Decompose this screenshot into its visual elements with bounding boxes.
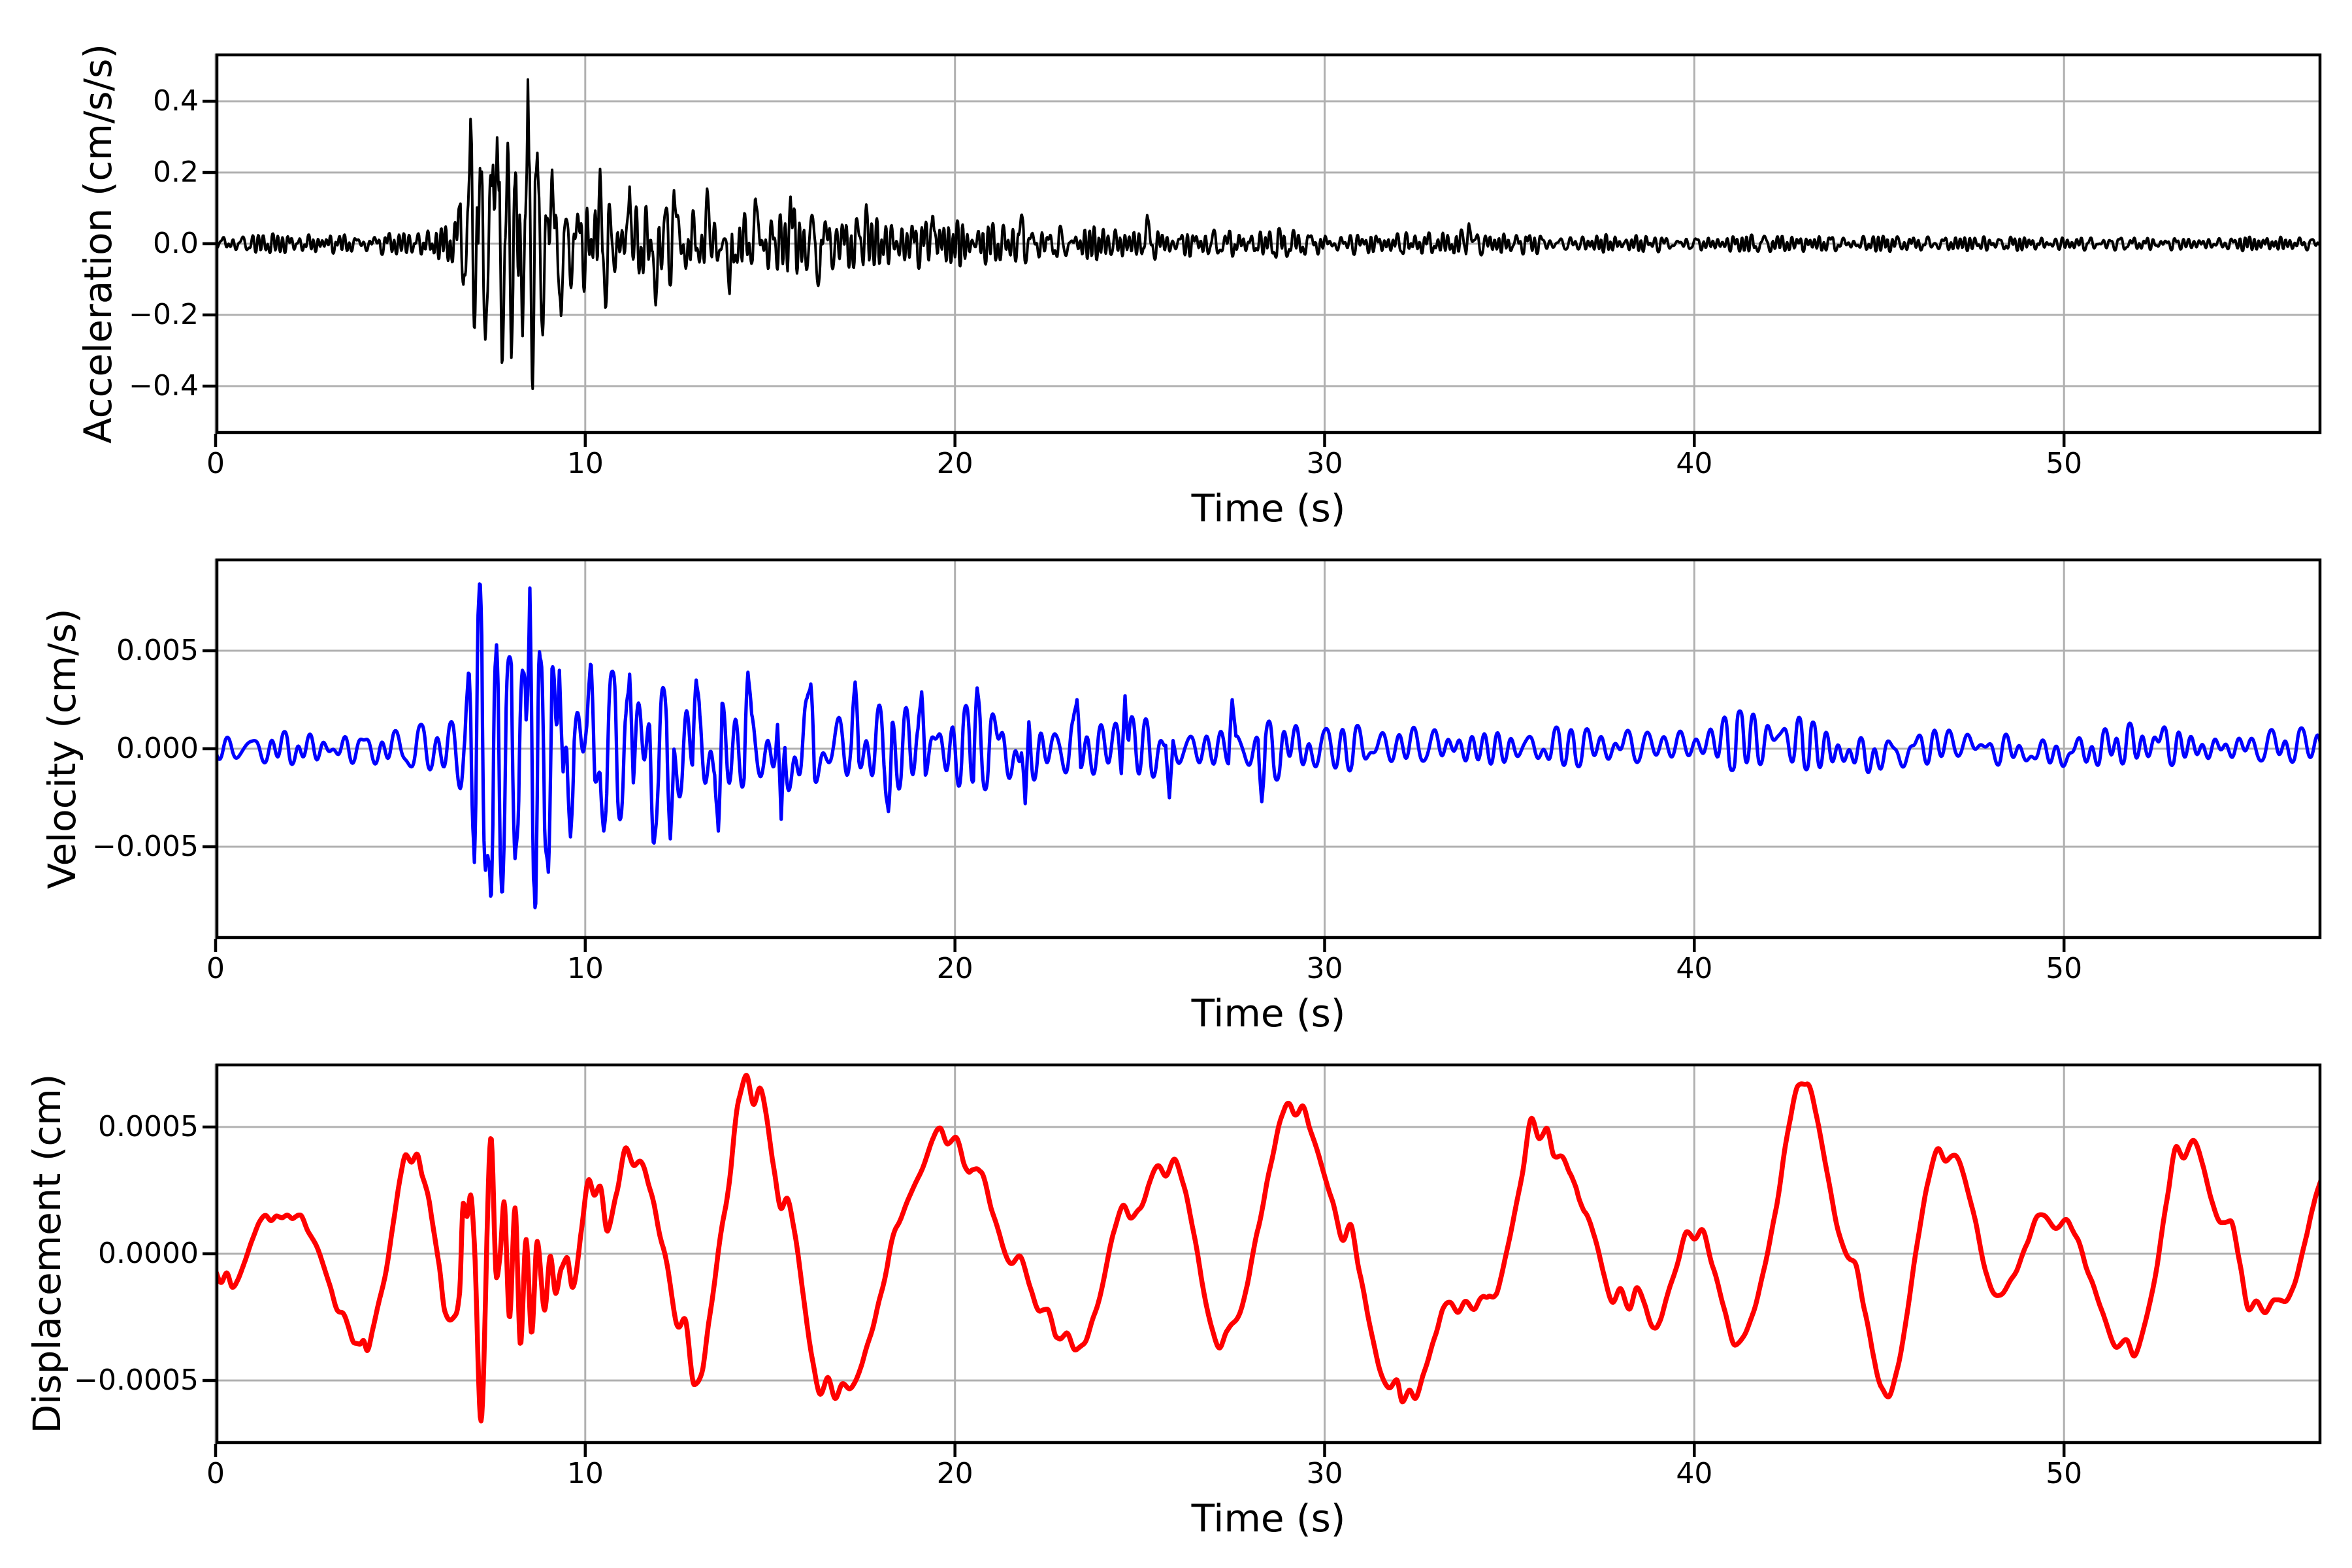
displacement-x-axis-label: Time (s) <box>1191 1496 1346 1541</box>
displacement-waveform <box>216 1073 2321 1424</box>
axes-spines <box>215 558 2322 939</box>
acceleration-x-tick-label: 30 <box>1306 447 1343 480</box>
velocity-x-tick-label: 50 <box>2046 952 2083 985</box>
velocity-y-tick-label: −0.005 <box>92 830 199 863</box>
tick-marks <box>203 1125 2066 1457</box>
acceleration-waveform <box>216 78 2321 391</box>
velocity-x-tick-label: 30 <box>1306 952 1343 985</box>
acceleration-x-tick-label: 40 <box>1676 447 1713 480</box>
velocity-x-tick-label: 20 <box>936 952 973 985</box>
velocity-x-tick-label: 0 <box>206 952 225 985</box>
displacement-y-tick-label: 0.0000 <box>98 1237 199 1270</box>
acceleration-x-axis-label: Time (s) <box>1191 486 1346 531</box>
acceleration-x-tick-label: 50 <box>2046 447 2083 480</box>
velocity-waveform <box>216 582 2321 909</box>
displacement-x-tick-label: 0 <box>206 1457 225 1490</box>
acceleration-plot-area <box>203 53 2322 447</box>
acceleration-y-tick-label: −0.2 <box>129 297 199 331</box>
displacement-y-tick-label: −0.0005 <box>74 1364 199 1397</box>
acceleration-y-tick-label: 0.2 <box>153 155 199 189</box>
gridlines <box>214 54 2321 434</box>
axes-spines <box>215 53 2322 434</box>
displacement-x-tick-label: 30 <box>1306 1457 1343 1490</box>
acceleration-trace-svg <box>203 53 2322 447</box>
displacement-x-tick-label: 10 <box>566 1457 604 1490</box>
velocity-trace-svg <box>203 558 2322 952</box>
velocity-x-tick-label: 10 <box>566 952 604 985</box>
velocity-y-axis-label: Velocity (cm/s) <box>40 608 84 889</box>
acceleration-x-tick-label: 20 <box>936 447 973 480</box>
velocity-x-tick-label: 40 <box>1676 952 1713 985</box>
axes-spines <box>215 1063 2322 1445</box>
tick-marks <box>203 649 2066 952</box>
tick-marks <box>203 99 2066 447</box>
displacement-x-tick-label: 40 <box>1676 1457 1713 1490</box>
velocity-y-tick-label: 0.000 <box>116 732 199 765</box>
gridlines <box>214 1064 2321 1444</box>
acceleration-y-axis-label: Acceleration (cm/s/s) <box>76 43 120 444</box>
velocity-x-axis-label: Time (s) <box>1191 991 1346 1036</box>
displacement-x-tick-label: 20 <box>936 1457 973 1490</box>
velocity-y-tick-label: 0.005 <box>116 634 199 667</box>
acceleration-y-tick-label: 0.0 <box>153 227 199 260</box>
displacement-y-axis-label: Displacement (cm) <box>25 1073 69 1434</box>
displacement-plot-area <box>203 1063 2322 1457</box>
acceleration-x-tick-label: 10 <box>566 447 604 480</box>
velocity-plot-area <box>203 558 2322 952</box>
displacement-y-tick-label: 0.0005 <box>98 1110 199 1143</box>
gridlines <box>214 559 2321 939</box>
displacement-x-tick-label: 50 <box>2046 1457 2083 1490</box>
displacement-trace-svg <box>203 1063 2322 1457</box>
acceleration-y-tick-label: −0.4 <box>129 368 199 402</box>
acceleration-x-tick-label: 0 <box>206 447 225 480</box>
acceleration-y-tick-label: 0.4 <box>153 84 199 118</box>
